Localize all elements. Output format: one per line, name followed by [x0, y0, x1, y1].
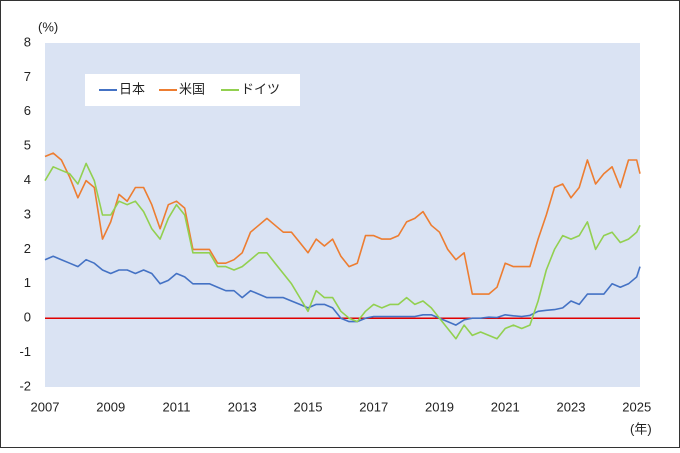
y-tick-label: 0 — [24, 310, 31, 325]
legend-label: 米国 — [179, 81, 205, 96]
series-line — [44, 152, 641, 295]
x-tick-label: 2015 — [294, 399, 323, 414]
y-tick-label: 3 — [24, 206, 31, 221]
y-tick-label: 7 — [24, 69, 31, 84]
legend-box — [85, 74, 300, 106]
x-tick-label: 2011 — [163, 399, 191, 414]
x-tick-label: 2025 — [622, 399, 651, 414]
y-tick-label: 5 — [24, 138, 31, 153]
x-tick-label: 2019 — [425, 399, 454, 414]
x-tick-label: 2023 — [557, 399, 586, 414]
y-axis-label: (%) — [38, 19, 58, 34]
x-tick-label: 2021 — [491, 399, 520, 414]
y-tick-label: 1 — [24, 275, 31, 290]
x-tick-label: 2017 — [359, 399, 388, 414]
series-line — [44, 255, 641, 326]
y-tick-label: 8 — [24, 34, 31, 49]
x-tick-label: 2013 — [228, 399, 257, 414]
x-tick-label: 2009 — [96, 399, 125, 414]
y-tick-label: 2 — [24, 241, 31, 256]
x-tick-label: 2007 — [31, 399, 60, 414]
y-tick-label: -2 — [19, 378, 31, 393]
y-tick-label: 6 — [24, 103, 31, 118]
y-tick-label: 4 — [24, 172, 31, 187]
y-tick-label: -1 — [19, 344, 31, 359]
legend-label: 日本 — [119, 81, 145, 96]
x-axis-label: (年) — [630, 421, 652, 436]
legend-label: ドイツ — [241, 81, 280, 96]
series-line — [44, 162, 641, 340]
